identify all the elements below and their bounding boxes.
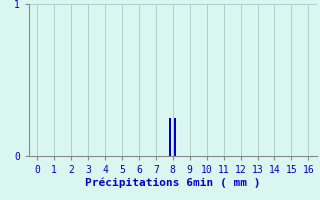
Bar bbox=[169, 118, 171, 156]
Bar bbox=[174, 118, 176, 156]
X-axis label: Précipitations 6min ( mm ): Précipitations 6min ( mm ) bbox=[85, 178, 260, 188]
